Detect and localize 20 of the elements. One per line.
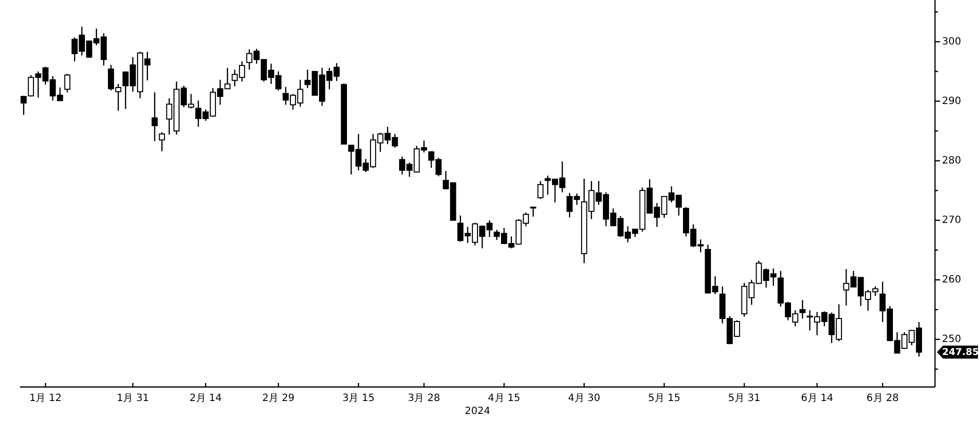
x-tick-label: 5月 15 xyxy=(648,393,680,404)
x-tick-label: 6月 14 xyxy=(800,393,834,404)
y-tick-label: 290 xyxy=(942,96,962,107)
x-tick-label: 5月 31 xyxy=(728,393,760,404)
x-axis-title: 2024 xyxy=(464,406,490,417)
x-tick-label: 3月 28 xyxy=(408,393,440,404)
x-tick-label: 1月 12 xyxy=(29,393,62,404)
x-tick-label: 6月 28 xyxy=(866,393,899,404)
x-tick-label: 3月 15 xyxy=(342,393,375,404)
x-tick-label: 2月 29 xyxy=(262,393,295,404)
y-tick-label: 300 xyxy=(942,36,962,48)
y-tick-label: 260 xyxy=(942,274,962,286)
y-tick-label: 250 xyxy=(942,334,962,346)
x-tick-label: 1月 31 xyxy=(116,393,149,404)
y-tick-label: 280 xyxy=(942,155,962,166)
x-tick-label: 4月 15 xyxy=(488,393,520,404)
price-tag: 247.85 xyxy=(937,346,979,359)
x-tick-label: 2月 14 xyxy=(189,393,222,404)
y-tick-label: 270 xyxy=(942,215,962,226)
x-tick-label: 4月 30 xyxy=(568,393,600,404)
